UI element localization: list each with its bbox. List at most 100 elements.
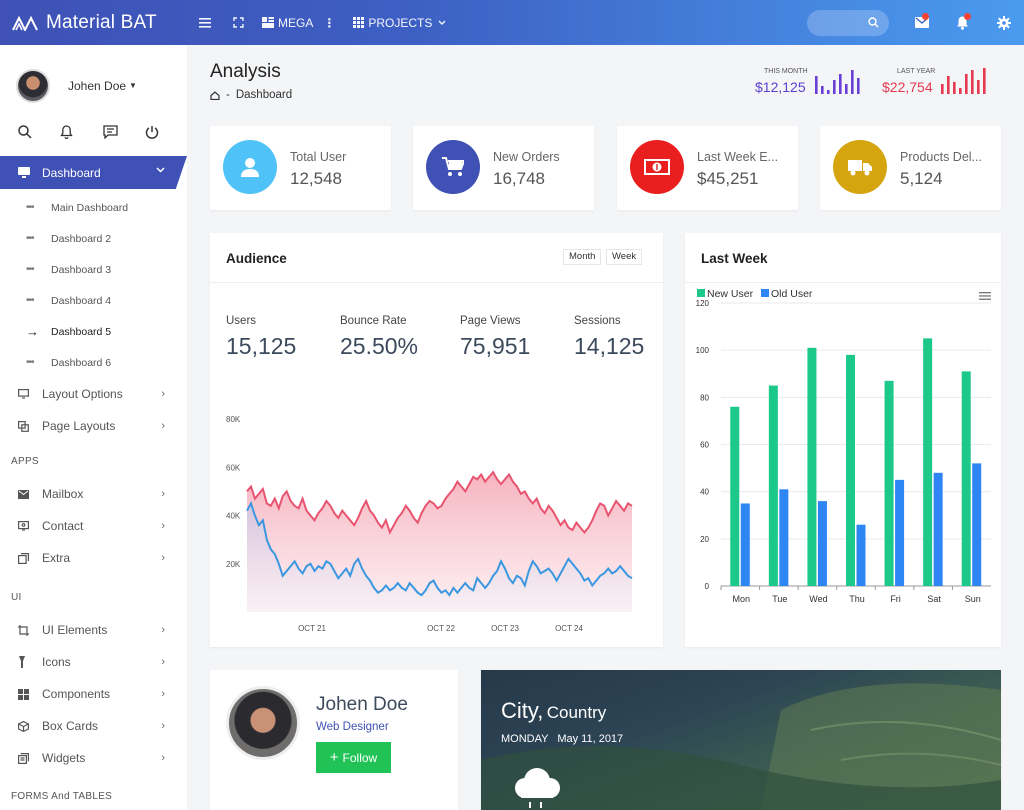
profile-name: Johen Doe bbox=[316, 694, 408, 715]
submenu-item-label: Dashboard 2 bbox=[51, 232, 112, 245]
projects-menu[interactable]: PROJECTS bbox=[353, 16, 446, 30]
submenu-item-dashboard-6[interactable]: ••• Dashboard 6 bbox=[0, 347, 187, 378]
mail-button[interactable] bbox=[901, 0, 942, 45]
metric-label: Sessions bbox=[574, 315, 621, 327]
sidebar-item-contact[interactable]: Contact › bbox=[0, 510, 187, 542]
last-year-label: LAST YEAR bbox=[897, 68, 936, 75]
sidebar-item-mailbox[interactable]: Mailbox › bbox=[0, 478, 187, 510]
sidebar-item-box-cards[interactable]: Box Cards › bbox=[0, 710, 187, 742]
sparkline-bar bbox=[821, 86, 824, 94]
legend-swatch bbox=[697, 289, 705, 297]
chart-menu-icon[interactable] bbox=[979, 289, 991, 303]
audience-title: Audience bbox=[226, 251, 287, 266]
settings-button[interactable] bbox=[983, 0, 1024, 45]
power-icon[interactable] bbox=[145, 125, 187, 139]
legend-label[interactable]: Old User bbox=[771, 288, 813, 300]
notification-button[interactable] bbox=[942, 0, 983, 45]
more-vert-icon[interactable]: ⋮ bbox=[323, 15, 336, 30]
bar-old-user[interactable] bbox=[740, 503, 750, 586]
bar-old-user[interactable] bbox=[895, 479, 905, 586]
search-icon[interactable] bbox=[18, 125, 60, 139]
y-tick-label: 80 bbox=[700, 393, 709, 402]
profile-avatar[interactable] bbox=[226, 686, 300, 760]
bar-old-user[interactable] bbox=[779, 489, 789, 586]
submenu-item-label: Dashboard 6 bbox=[51, 356, 112, 369]
cart-icon bbox=[426, 140, 480, 194]
sidebar-item-layout-options[interactable]: Layout Options › bbox=[0, 378, 187, 410]
sidebar-item-widgets[interactable]: Widgets › bbox=[0, 742, 187, 774]
caret-down-icon[interactable]: ▼ bbox=[129, 81, 137, 90]
sidebar-item-label: Layout Options bbox=[42, 387, 123, 401]
area-series-2-fill bbox=[247, 503, 632, 612]
month-button[interactable]: Month bbox=[563, 249, 602, 265]
chevron-right-icon: › bbox=[161, 720, 165, 732]
top-navbar: Material BAT MEGA ⋮ PROJECTS bbox=[0, 0, 1024, 45]
bar-old-user[interactable] bbox=[817, 501, 827, 586]
submenu-item-dashboard-1[interactable]: ••• Main Dashboard bbox=[0, 192, 187, 223]
sidebar-item-components[interactable]: Components › bbox=[0, 678, 187, 710]
pages-icon bbox=[18, 420, 42, 432]
bar-old-user[interactable] bbox=[933, 472, 943, 586]
search-icon bbox=[868, 16, 879, 27]
submenu-item-label: Dashboard 4 bbox=[51, 294, 112, 307]
week-button[interactable]: Week bbox=[606, 249, 643, 265]
mega-menu[interactable]: MEGA ⋮ bbox=[262, 16, 335, 30]
fullscreen-icon[interactable] bbox=[233, 17, 244, 28]
chat-icon[interactable] bbox=[102, 125, 145, 139]
avatar[interactable] bbox=[16, 68, 50, 103]
audience-card: Audience Month Week Users 15,125 Bounce Ra… bbox=[210, 233, 663, 647]
legend-label[interactable]: New User bbox=[707, 288, 754, 300]
bar-old-user[interactable] bbox=[856, 524, 866, 586]
page-title: Analysis bbox=[210, 61, 281, 82]
sparkline-bar bbox=[971, 70, 974, 94]
sidebar-user[interactable]: Johen Doe ▼ bbox=[0, 45, 187, 110]
bar-new-user[interactable] bbox=[923, 338, 933, 586]
bell-icon[interactable] bbox=[60, 125, 102, 139]
user-icon bbox=[223, 140, 277, 194]
bar-new-user[interactable] bbox=[730, 406, 740, 586]
metric-label: Users bbox=[226, 315, 257, 327]
bar-new-user[interactable] bbox=[961, 371, 971, 586]
money-icon bbox=[630, 140, 684, 194]
bar-new-user[interactable] bbox=[807, 347, 817, 586]
bar-new-user[interactable] bbox=[846, 354, 855, 586]
submenu-item-dashboard-2[interactable]: ••• Dashboard 2 bbox=[0, 223, 187, 254]
bar-old-user[interactable] bbox=[972, 463, 982, 586]
sidebar-item-extra[interactable]: Extra › bbox=[0, 542, 187, 574]
sparkline-bar bbox=[965, 74, 968, 94]
logo[interactable]: Material BAT bbox=[0, 12, 187, 34]
submenu-item-dashboard-4[interactable]: ••• Dashboard 4 bbox=[0, 285, 187, 316]
submenu-item-dashboard-3[interactable]: ••• Dashboard 3 bbox=[0, 254, 187, 285]
sidebar-item-label: Icons bbox=[42, 655, 71, 669]
follow-button[interactable]: + Follow bbox=[316, 742, 391, 773]
home-icon[interactable] bbox=[210, 90, 220, 100]
menu-toggle-icon[interactable] bbox=[199, 17, 211, 28]
projects-label: PROJECTS bbox=[368, 15, 433, 30]
sidebar-item-page-layouts[interactable]: Page Layouts › bbox=[0, 410, 187, 442]
user-name[interactable]: Johen Doe bbox=[68, 78, 127, 93]
sidebar-item-label: Components bbox=[42, 687, 111, 701]
bar-new-user[interactable] bbox=[768, 385, 778, 586]
contact-icon bbox=[18, 521, 42, 531]
submenu-item-dashboard-5[interactable]: → Dashboard 5 bbox=[0, 316, 187, 347]
sidebar-item-icons[interactable]: Icons › bbox=[0, 646, 187, 678]
sidebar-item-dashboard[interactable]: Dashboard bbox=[0, 156, 187, 189]
more-horiz-icon: ••• bbox=[26, 295, 35, 306]
chevron-right-icon: › bbox=[161, 656, 165, 668]
chevron-right-icon: › bbox=[161, 520, 165, 532]
x-tick-label: OCT 22 bbox=[427, 624, 455, 633]
search-input[interactable] bbox=[807, 9, 889, 36]
arrow-right-icon: → bbox=[26, 324, 39, 339]
box-icon bbox=[18, 720, 42, 732]
y-tick-label: 20K bbox=[226, 560, 241, 569]
sidebar-group-ui: UI Elements › Icons › Components › Box Cards › W… bbox=[0, 614, 187, 774]
grid-icon bbox=[262, 17, 274, 28]
more-horiz-icon: ••• bbox=[26, 233, 35, 244]
sidebar: Johen Doe ▼ Dashboard ••• Main Dashboard •… bbox=[0, 45, 187, 810]
sidebar-item-ui-elements[interactable]: UI Elements › bbox=[0, 614, 187, 646]
chevron-right-icon: › bbox=[161, 388, 165, 400]
bar-new-user[interactable] bbox=[884, 380, 894, 586]
section-title-apps: APPS bbox=[11, 456, 39, 467]
chevron-down-icon bbox=[438, 20, 446, 25]
chevron-right-icon: › bbox=[161, 488, 165, 500]
